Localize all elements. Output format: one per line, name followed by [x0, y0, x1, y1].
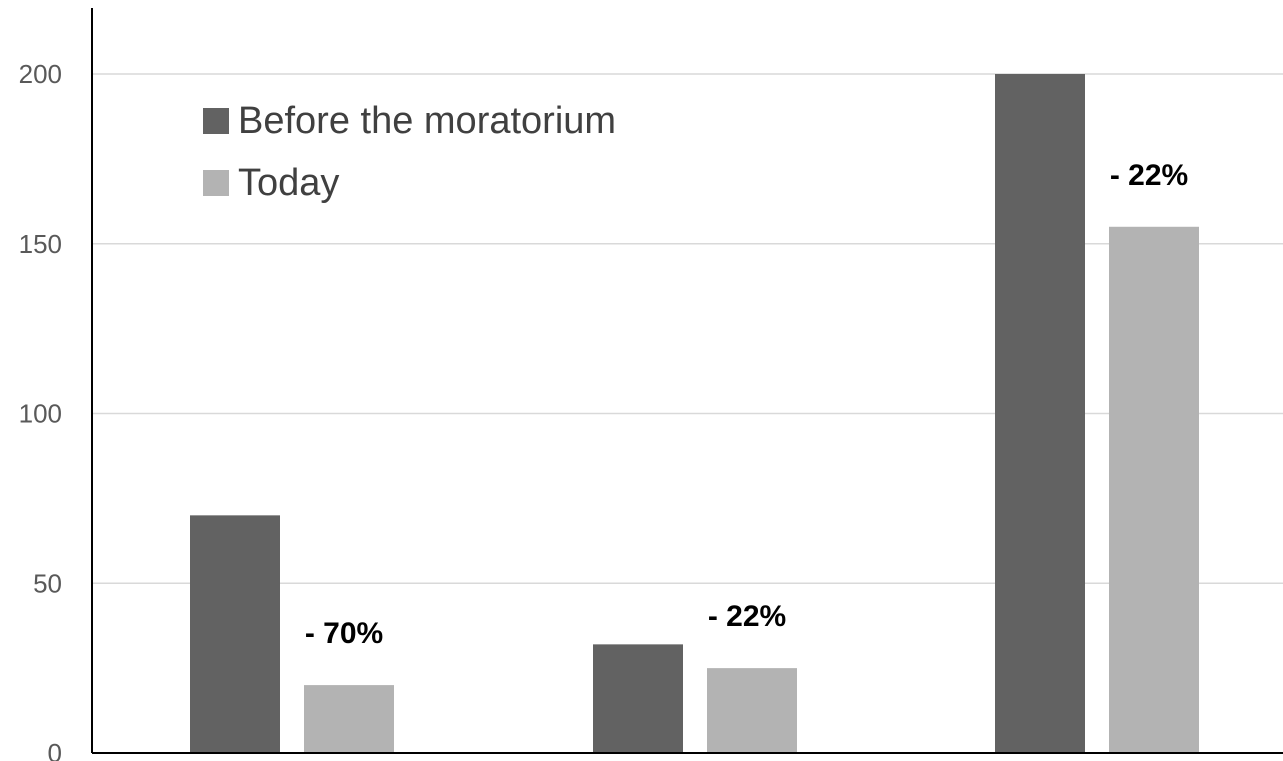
- legend-label-before: Before the moratorium: [238, 100, 616, 142]
- legend: Before the moratorium Today: [203, 100, 616, 204]
- change-annotation: - 70%: [305, 617, 383, 650]
- change-annotation: - 22%: [708, 600, 786, 633]
- y-axis-ticks: 0 50 100 150 200: [19, 59, 62, 761]
- y-tick-label: 100: [19, 399, 62, 429]
- gridlines: [92, 73, 1283, 584]
- legend-swatch-before: [203, 108, 229, 134]
- legend-swatch-today: [203, 170, 229, 196]
- bar-before-1: [593, 644, 683, 753]
- y-tick-label: 150: [19, 229, 62, 259]
- change-annotation: - 22%: [1110, 159, 1188, 192]
- y-tick-label: 50: [33, 568, 62, 598]
- annotations: - 70% - 22% - 22%: [305, 159, 1188, 650]
- bars: [190, 74, 1199, 753]
- bar-before-2: [995, 74, 1085, 753]
- bar-today-0: [304, 685, 394, 753]
- legend-label-today: Today: [238, 162, 339, 204]
- y-tick-label: 0: [48, 738, 62, 761]
- bar-today-2: [1109, 226, 1199, 753]
- bar-today-1: [707, 668, 797, 753]
- y-tick-label: 200: [19, 59, 62, 89]
- bar-before-0: [190, 515, 280, 753]
